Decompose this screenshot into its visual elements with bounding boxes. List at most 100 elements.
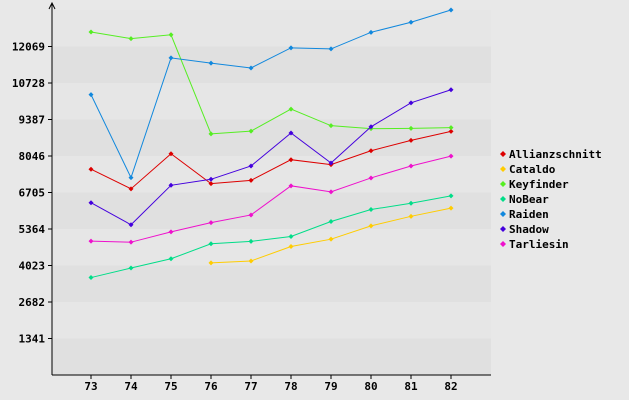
data-point (128, 265, 134, 271)
data-point (128, 175, 134, 181)
legend-marker (500, 211, 506, 217)
y-tick-label: 5364 (19, 223, 46, 236)
data-point (448, 205, 454, 211)
x-tick-label: 74 (124, 380, 138, 393)
y-tick-label: 6705 (19, 187, 46, 200)
legend-label: Tarliesin (509, 238, 569, 251)
data-point (328, 236, 334, 242)
data-point (448, 87, 454, 93)
data-point (408, 137, 414, 143)
legend-marker (500, 151, 506, 157)
data-point (128, 36, 134, 42)
y-tick-label: 2682 (19, 296, 46, 309)
data-point (448, 7, 454, 13)
series-cataldo (208, 205, 454, 266)
data-point (248, 65, 254, 71)
data-point (328, 123, 334, 129)
y-tick-label: 4023 (19, 260, 46, 273)
y-tick-label: 1341 (19, 333, 46, 346)
grid-band (52, 302, 491, 339)
data-point (168, 182, 174, 188)
data-point (408, 163, 414, 169)
grid-band (52, 46, 491, 83)
series-allianzschnitt (88, 128, 454, 192)
grid-band (52, 83, 491, 120)
grid-band (52, 192, 491, 229)
data-point (368, 207, 374, 213)
legend-label: Keyfinder (509, 178, 569, 191)
data-point (408, 200, 414, 206)
data-point (208, 260, 214, 266)
legend-label: NoBear (509, 193, 549, 206)
data-point (288, 157, 294, 163)
grid-band (52, 338, 491, 375)
data-point (88, 29, 94, 35)
x-tick-label: 80 (364, 380, 377, 393)
series-shadow (88, 87, 454, 228)
data-point (168, 229, 174, 235)
legend-label: Raiden (509, 208, 549, 221)
series-nobear (88, 193, 454, 281)
data-point (448, 153, 454, 159)
y-tick-label: 10728 (12, 77, 45, 90)
data-point (88, 200, 94, 206)
series-keyfinder (88, 29, 454, 137)
x-tick-label: 82 (444, 380, 457, 393)
data-point (248, 238, 254, 244)
legend: Allianzschnitt Cataldo Keyfinder NoBear Raid… (500, 148, 602, 251)
data-point (408, 125, 414, 131)
data-point (88, 92, 94, 98)
chart-axes (48, 1, 491, 376)
legend-marker (500, 166, 506, 172)
y-axis-arrow (48, 1, 56, 10)
legend-label: Shadow (509, 223, 549, 236)
x-tick-label: 73 (84, 380, 97, 393)
x-axis-ticks: 73 74 75 76 77 78 79 80 81 82 (84, 375, 458, 393)
grid-band (52, 156, 491, 193)
data-point (368, 175, 374, 181)
x-tick-label: 76 (204, 380, 218, 393)
grid-band (52, 10, 491, 47)
y-tick-label: 12069 (12, 41, 45, 54)
data-point (288, 244, 294, 250)
series-lines (88, 7, 454, 281)
x-tick-label: 79 (324, 380, 337, 393)
data-point (168, 151, 174, 157)
grid-band (52, 229, 491, 266)
data-point (288, 45, 294, 51)
data-point (408, 19, 414, 25)
data-point (168, 55, 174, 61)
data-point (248, 177, 254, 183)
data-point (88, 275, 94, 281)
data-point (448, 193, 454, 199)
data-point (368, 148, 374, 154)
data-point (368, 124, 374, 130)
x-tick-label: 81 (404, 380, 418, 393)
data-point (448, 128, 454, 134)
grid-band (52, 119, 491, 156)
series-raiden (88, 7, 454, 181)
data-point (408, 213, 414, 219)
series-line (90, 31, 452, 135)
legend-label: Cataldo (509, 163, 556, 176)
data-point (408, 100, 414, 106)
grid-band (52, 265, 491, 302)
data-point (248, 163, 254, 169)
legend-marker (500, 196, 506, 202)
legend-marker (500, 241, 506, 247)
data-point (208, 176, 214, 182)
data-point (168, 32, 174, 38)
data-point (128, 186, 134, 192)
data-point (128, 239, 134, 245)
data-point (248, 258, 254, 264)
y-axis-ticks: 1341 2682 4023 5364 6705 8046 9387 10728 12069 (12, 41, 52, 346)
data-point (208, 60, 214, 66)
data-point (88, 166, 94, 172)
data-point (288, 106, 294, 112)
data-point (208, 181, 214, 187)
y-tick-label: 9387 (19, 114, 46, 127)
data-point (208, 241, 214, 247)
series-line (90, 89, 452, 226)
legend-marker (500, 181, 506, 187)
